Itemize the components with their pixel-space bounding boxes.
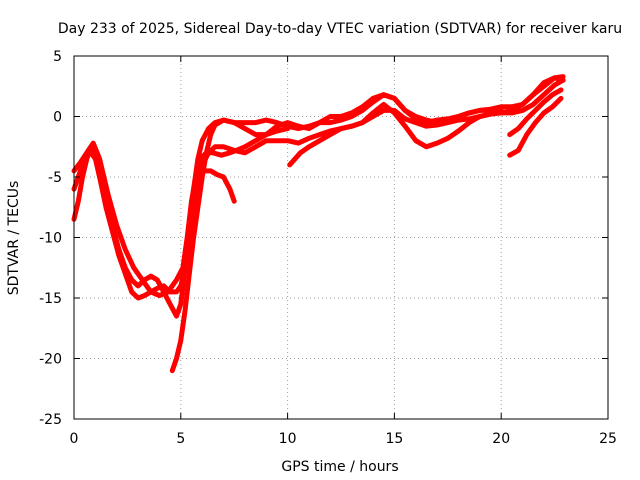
y-tick-label: -15 xyxy=(39,291,62,307)
y-tick-label: -5 xyxy=(48,170,62,186)
y-tick-label: -10 xyxy=(39,231,62,247)
x-axis-label: GPS time / hours xyxy=(281,459,398,475)
series-track-6 xyxy=(287,101,504,168)
x-tick-label: 10 xyxy=(279,431,297,447)
axis-ticks xyxy=(73,55,609,420)
x-tick-label: 15 xyxy=(385,431,403,447)
series-track-8 xyxy=(507,87,564,138)
y-tick-label: -25 xyxy=(39,412,62,428)
y-axis-label: SDTVAR / TECUs xyxy=(6,181,22,296)
series-track-5 xyxy=(169,117,291,374)
x-tick-label: 20 xyxy=(492,431,510,447)
series-track-7 xyxy=(507,95,564,158)
y-tick-label: 0 xyxy=(53,110,62,126)
grid-lines xyxy=(74,56,608,419)
tick-labels: 0 5 10 15 20 25 5 0 -5 -10 -15 -20 -25 xyxy=(39,49,617,447)
y-tick-label: 5 xyxy=(53,49,62,65)
y-tick-label: -20 xyxy=(39,352,62,368)
data-series xyxy=(71,74,566,374)
x-tick-label: 5 xyxy=(176,431,185,447)
chart-title: Day 233 of 2025, Sidereal Day-to-day VTE… xyxy=(58,21,622,37)
series-track-3 xyxy=(71,74,566,299)
x-tick-label: 25 xyxy=(599,431,617,447)
x-tick-label: 0 xyxy=(70,431,79,447)
